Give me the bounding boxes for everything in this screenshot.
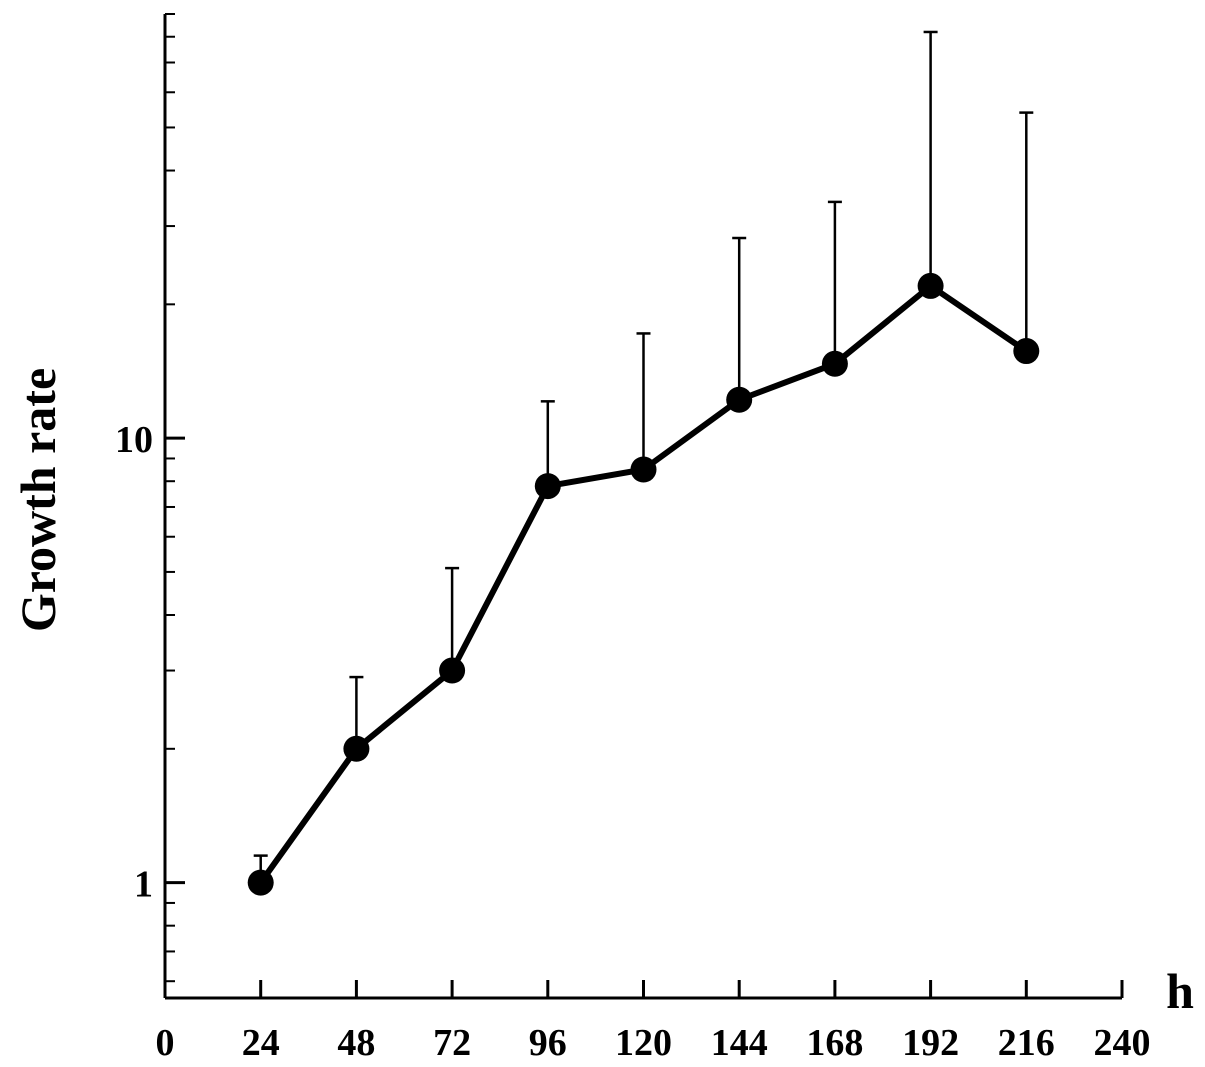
data-point-120	[630, 456, 657, 483]
data-point-144	[726, 386, 753, 413]
x-ticks: 0 24 48 72 96 120 144 168 192 216 240	[156, 980, 1151, 1064]
x-tick-label-120: 120	[615, 1022, 672, 1064]
x-axis-title: h	[1166, 963, 1194, 1019]
y-tick-label-10: 10	[115, 419, 153, 461]
x-tick-label-168: 168	[806, 1022, 863, 1064]
x-tick-label-48: 48	[337, 1022, 375, 1064]
error-bars	[253, 30, 1034, 883]
data-point-48	[343, 735, 370, 762]
x-tick-label-72: 72	[433, 1022, 471, 1064]
x-tick-label-144: 144	[711, 1022, 768, 1064]
y-axis-title: Growth rate	[10, 368, 66, 632]
data-point-216	[1013, 338, 1040, 365]
data-point-72	[439, 657, 466, 684]
y-ticks: 1 10	[115, 13, 185, 983]
x-tick-label-24: 24	[242, 1022, 280, 1064]
data-point-168	[821, 350, 848, 377]
x-tick-label-192: 192	[902, 1022, 959, 1064]
data-point-192	[917, 272, 944, 299]
x-tick-label-96: 96	[529, 1022, 567, 1064]
x-tick-label-0: 0	[156, 1022, 175, 1064]
data-points	[247, 272, 1040, 896]
y-tick-label-1: 1	[134, 864, 153, 906]
axes	[163, 14, 1122, 1000]
data-point-96	[534, 473, 561, 500]
data-point-24	[247, 869, 274, 896]
x-tick-label-216: 216	[998, 1022, 1055, 1064]
x-tick-label-240: 240	[1094, 1022, 1151, 1064]
